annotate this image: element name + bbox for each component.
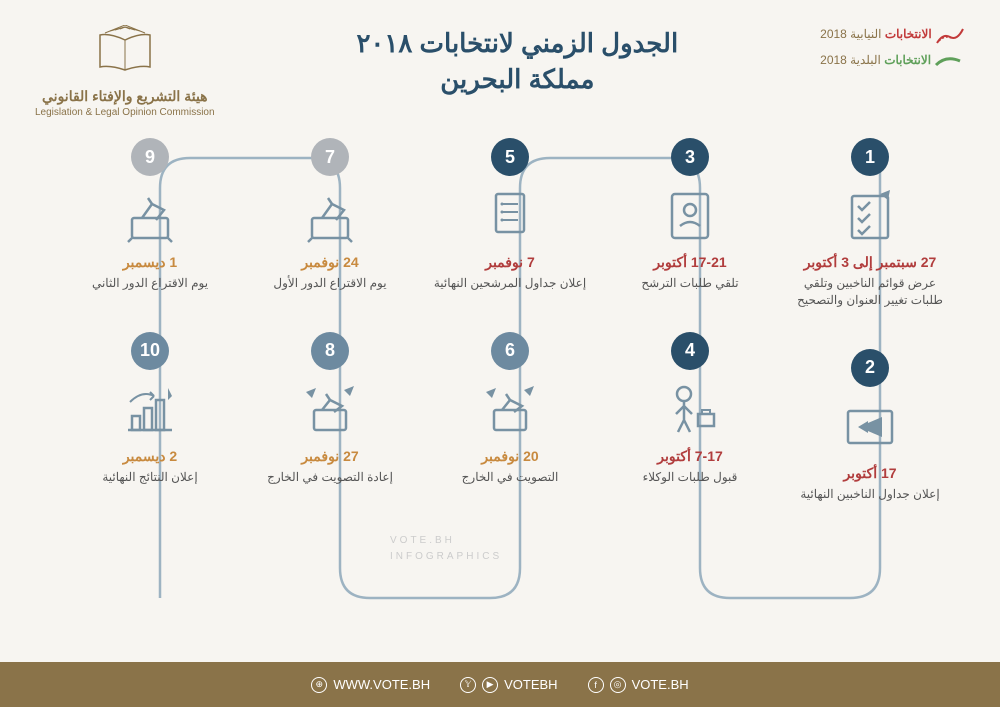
footer-social-1: 𝕐 ▶ VOTEBH	[460, 677, 557, 693]
timeline-column: 1 27 سبتمبر إلى 3 أكتوبر عرض قوائم الناخبي…	[790, 138, 950, 618]
instagram-icon: ◎	[610, 677, 626, 693]
timeline-step-3: 3 17-21 أكتوبر تلقي طلبات الترشح	[610, 138, 770, 292]
step-icon	[298, 188, 362, 244]
timeline-column: 7 24 نوفمبر يوم الاقتراع الدور الأول 8 27 نو…	[250, 138, 410, 618]
step-badge: 1	[851, 138, 889, 176]
timeline-step-4: 4 7-17 أكتوبر قبول طلبات الوكلاء	[610, 332, 770, 486]
timeline: VOTE.BH INFOGRAPHICS 127 سبتمبر إلى 3 أك…	[0, 138, 1000, 618]
youtube-icon: ▶	[482, 677, 498, 693]
step-icon	[658, 188, 722, 244]
timeline-step-5: 5 7 نوفمبر إعلان جداول المرشحين النهائية	[430, 138, 590, 292]
step-date: 7 نوفمبر	[485, 254, 535, 271]
step-date: 27 سبتمبر إلى 3 أكتوبر	[804, 254, 937, 271]
step-icon	[118, 382, 182, 438]
step-badge: 8	[311, 332, 349, 370]
step-badge: 10	[131, 332, 169, 370]
step-icon	[478, 382, 542, 438]
step-description: إعلان النتائج النهائية	[102, 469, 197, 486]
timeline-step-6: 6 20 نوفمبر التصويت في الخارج	[430, 332, 590, 486]
timeline-column: 3 17-21 أكتوبر تلقي طلبات الترشح 4 7-17 أكتو…	[610, 138, 770, 618]
step-badge: 4	[671, 332, 709, 370]
step-description: عرض قوائم الناخبين وتلقي طلبات تغيير الع…	[790, 275, 950, 309]
timeline-column: 5 7 نوفمبر إعلان جداول المرشحين النهائية 6 2…	[430, 138, 590, 618]
step-date: 27 نوفمبر	[301, 448, 358, 465]
step-date: 7-17 أكتوبر	[657, 448, 723, 465]
timeline-step-7: 7 24 نوفمبر يوم الاقتراع الدور الأول	[250, 138, 410, 292]
step-description: يوم الاقتراع الدور الثاني	[92, 275, 208, 292]
timeline-step-2: 2 17 أكتوبر إعلان جداول الناخبين النهائية	[790, 349, 950, 503]
step-date: 1 ديسمبر	[123, 254, 177, 271]
step-icon	[298, 382, 362, 438]
commission-logo: هيئة التشريع والإفتاء القانوني Legislati…	[35, 25, 215, 118]
step-icon	[118, 188, 182, 244]
step-icon	[658, 382, 722, 438]
parliamentary-logo: الانتخابات النيابية 2018	[820, 25, 965, 45]
step-description: إعادة التصويت في الخارج	[267, 469, 393, 486]
step-description: إعلان جداول الناخبين النهائية	[800, 486, 939, 503]
step-date: 17-21 أكتوبر	[653, 254, 726, 271]
header: الانتخابات النيابية 2018 الانتخابات البل…	[0, 0, 1000, 118]
step-icon	[478, 188, 542, 244]
step-description: التصويت في الخارج	[462, 469, 559, 486]
footer-website: ⊕ WWW.VOTE.BH	[311, 677, 430, 693]
footer: ⊕ WWW.VOTE.BH 𝕐 ▶ VOTEBH f ◎ VOTE.BH	[0, 662, 1000, 707]
timeline-step-8: 8 27 نوفمبر إعادة التصويت في الخارج	[250, 332, 410, 486]
step-icon	[838, 188, 902, 244]
step-description: قبول طلبات الوكلاء	[643, 469, 738, 486]
step-badge: 2	[851, 349, 889, 387]
step-description: تلقي طلبات الترشح	[641, 275, 738, 292]
step-date: 17 أكتوبر	[843, 465, 896, 482]
step-icon	[838, 399, 902, 455]
step-badge: 7	[311, 138, 349, 176]
step-description: يوم الاقتراع الدور الأول	[273, 275, 386, 292]
step-badge: 3	[671, 138, 709, 176]
facebook-icon: f	[588, 677, 604, 693]
step-description: إعلان جداول المرشحين النهائية	[434, 275, 586, 292]
step-badge: 9	[131, 138, 169, 176]
step-date: 2 ديسمبر	[123, 448, 177, 465]
timeline-step-10: 10 2 ديسمبر إعلان النتائج النهائية	[70, 332, 230, 486]
step-badge: 6	[491, 332, 529, 370]
twitter-icon: 𝕐	[460, 677, 476, 693]
timeline-step-1: 1 27 سبتمبر إلى 3 أكتوبر عرض قوائم الناخبي…	[790, 138, 950, 309]
step-date: 20 نوفمبر	[481, 448, 538, 465]
timeline-column: 9 1 ديسمبر يوم الاقتراع الدور الثاني 10 2 دي…	[70, 138, 230, 618]
globe-icon: ⊕	[311, 677, 327, 693]
book-icon	[95, 25, 155, 75]
footer-social-2: f ◎ VOTE.BH	[588, 677, 689, 693]
step-date: 24 نوفمبر	[301, 254, 358, 271]
municipal-logo: الانتخابات البلدية 2018	[820, 51, 965, 71]
elections-logos: الانتخابات النيابية 2018 الانتخابات البل…	[820, 25, 965, 77]
timeline-step-9: 9 1 ديسمبر يوم الاقتراع الدور الثاني	[70, 138, 230, 292]
step-badge: 5	[491, 138, 529, 176]
page-title: الجدول الزمني لانتخابات ٢٠١٨ مملكة البحر…	[215, 25, 821, 98]
